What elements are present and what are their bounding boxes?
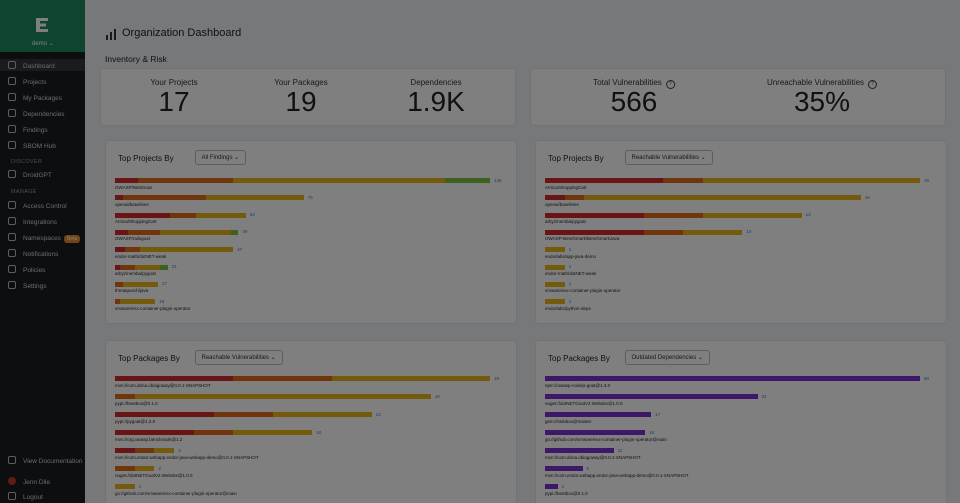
page: demo ⌄ DashboardProjectsMy PackagesDepen… [0,0,960,503]
modal-overlay [0,0,960,503]
